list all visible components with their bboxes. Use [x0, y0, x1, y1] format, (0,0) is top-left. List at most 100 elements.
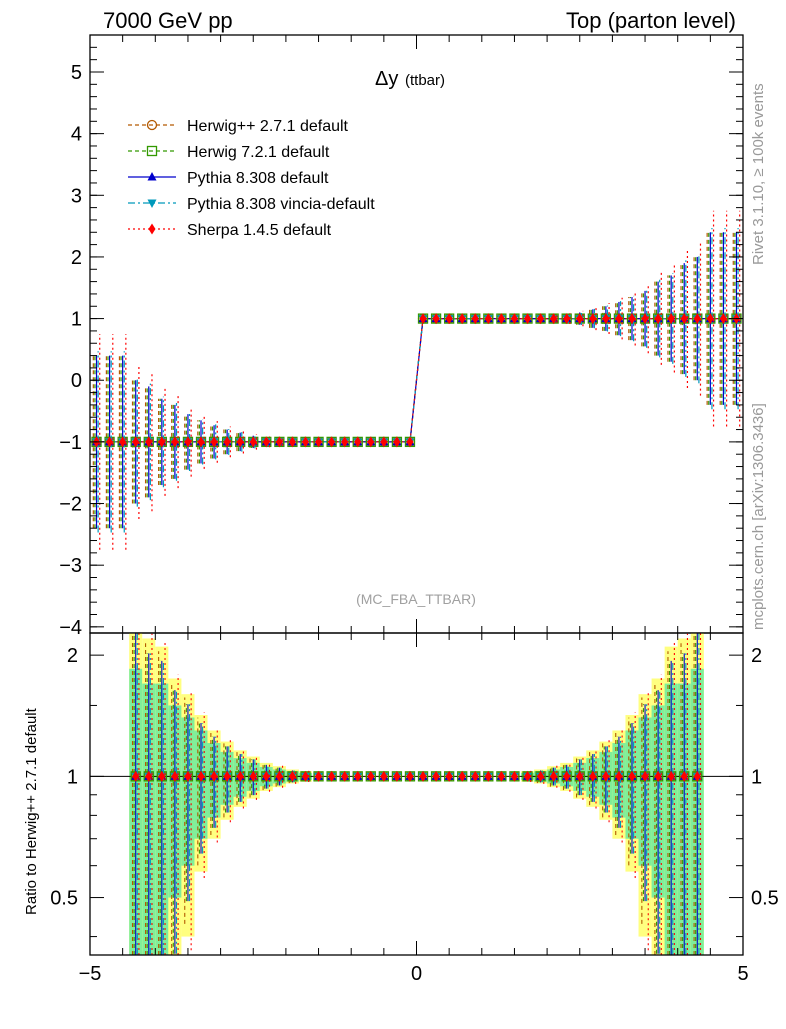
series-marker [106, 436, 114, 448]
y-tick-label: −4 [59, 617, 82, 639]
series-marker [641, 770, 649, 782]
series-marker [550, 770, 558, 782]
series-marker [641, 313, 649, 325]
series-marker [145, 436, 153, 448]
series-marker [445, 313, 453, 325]
series-marker [576, 770, 584, 782]
series-marker [184, 770, 192, 782]
series-marker [432, 770, 440, 782]
series-marker [262, 770, 270, 782]
series-marker [158, 770, 166, 782]
series-marker [497, 313, 505, 325]
ratio-y-tick-label: 0.5 [50, 888, 78, 910]
series-marker [706, 313, 714, 325]
series-marker [158, 436, 166, 448]
y-tick-label: −1 [59, 432, 82, 454]
y-tick-label: 3 [71, 185, 82, 207]
series-marker [576, 313, 584, 325]
series-marker [693, 313, 701, 325]
series-marker [148, 223, 156, 235]
series-marker [328, 436, 336, 448]
series-marker [147, 199, 157, 208]
title-main: Δy [375, 68, 398, 90]
header-left: 7000 GeV pp [103, 8, 233, 33]
series-marker [275, 436, 283, 448]
series-marker [458, 770, 466, 782]
series-marker [510, 313, 518, 325]
series-marker [249, 770, 257, 782]
series-marker [171, 436, 179, 448]
series-marker [315, 770, 323, 782]
series-marker [315, 436, 323, 448]
header-right: Top (parton level) [566, 8, 736, 33]
x-tick-label: 0 [411, 963, 422, 985]
ratio-y-tick-label: 0.5 [751, 888, 779, 910]
series-marker [236, 436, 244, 448]
ratio-y-tick-label: 2 [67, 645, 78, 667]
series-marker [132, 436, 140, 448]
y-tick-label: 2 [71, 247, 82, 269]
series-marker [537, 770, 545, 782]
series-marker [223, 770, 231, 782]
series-marker [615, 770, 623, 782]
series-marker [119, 436, 127, 448]
series-marker [602, 313, 610, 325]
ratio-ylabel: Ratio to Herwig++ 2.7.1 default [23, 707, 40, 915]
legend-label: Sherpa 1.4.5 default [187, 222, 332, 239]
series-marker [628, 770, 636, 782]
series-marker [615, 313, 623, 325]
legend: Herwig++ 2.7.1 default Herwig 7.2.1 defau… [128, 118, 375, 239]
series-marker [236, 770, 244, 782]
series-marker [550, 313, 558, 325]
ratio-panel: −5 0 5 0.5 0.5 1 1 2 2 [50, 632, 779, 985]
ratio-y-tick-label: 2 [751, 645, 762, 667]
y-tick-label: 4 [71, 124, 82, 146]
series-marker [210, 770, 218, 782]
series-marker [667, 770, 675, 782]
series-marker [301, 436, 309, 448]
series-marker [354, 770, 362, 782]
series-marker [419, 770, 427, 782]
series-marker [393, 436, 401, 448]
series-marker [406, 770, 414, 782]
series-marker [341, 436, 349, 448]
watermark: (MC_FBA_TTBAR) [356, 591, 476, 607]
series-marker [537, 313, 545, 325]
series-marker [288, 770, 296, 782]
series-marker [301, 770, 309, 782]
y-tick-label: 0 [71, 370, 82, 392]
series-marker [471, 313, 479, 325]
series-marker [524, 313, 532, 325]
y-tick-label: 5 [71, 62, 82, 84]
series-marker [146, 119, 158, 131]
series-marker [484, 313, 492, 325]
series-marker [628, 313, 636, 325]
series-marker [680, 770, 688, 782]
series-marker [393, 770, 401, 782]
series-marker [406, 436, 414, 448]
y-tick-label: 1 [71, 309, 82, 331]
series-marker [249, 436, 257, 448]
series-marker [341, 770, 349, 782]
series-marker [654, 770, 662, 782]
series-marker [328, 770, 336, 782]
series-marker [563, 770, 571, 782]
x-tick-label: 5 [737, 963, 748, 985]
series-marker [484, 770, 492, 782]
main-panel: −4 −3 −2 −1 0 1 2 3 4 5 [59, 34, 744, 639]
series-marker [419, 313, 427, 325]
series-marker [380, 436, 388, 448]
ratio-y-tick-label: 1 [67, 766, 78, 788]
y-tick-label: −2 [59, 494, 82, 516]
side-mcplots: mcplots.cern.ch [arXiv:1306.3436] [750, 403, 767, 630]
series-marker [223, 436, 231, 448]
series-marker [147, 172, 157, 181]
series-marker [171, 770, 179, 782]
series-marker [145, 770, 153, 782]
series-marker [445, 770, 453, 782]
side-rivet: Rivet 3.1.10, ≥ 100k events [750, 83, 767, 265]
series-line [96, 318, 737, 443]
series-marker [589, 770, 597, 782]
series-marker [719, 313, 727, 325]
